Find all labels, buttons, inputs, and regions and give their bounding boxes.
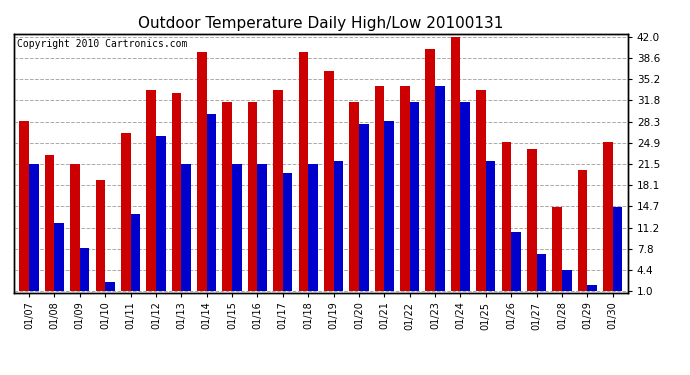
- Bar: [476, 90, 486, 291]
- Bar: [181, 164, 191, 291]
- Bar: [349, 102, 359, 291]
- Bar: [146, 90, 156, 291]
- Title: Outdoor Temperature Daily High/Low 20100131: Outdoor Temperature Daily High/Low 20100…: [138, 16, 504, 31]
- Bar: [426, 49, 435, 291]
- Bar: [105, 282, 115, 291]
- Bar: [55, 223, 64, 291]
- Bar: [324, 71, 333, 291]
- Text: Copyright 2010 Cartronics.com: Copyright 2010 Cartronics.com: [17, 39, 187, 49]
- Bar: [232, 164, 241, 291]
- Bar: [384, 121, 394, 291]
- Bar: [45, 155, 55, 291]
- Bar: [156, 136, 166, 291]
- Bar: [562, 270, 571, 291]
- Bar: [451, 37, 460, 291]
- Bar: [333, 161, 343, 291]
- Bar: [80, 248, 90, 291]
- Bar: [400, 87, 410, 291]
- Bar: [207, 114, 216, 291]
- Bar: [502, 142, 511, 291]
- Bar: [613, 207, 622, 291]
- Bar: [410, 102, 420, 291]
- Bar: [283, 173, 293, 291]
- Bar: [222, 102, 232, 291]
- Bar: [552, 207, 562, 291]
- Bar: [435, 87, 444, 291]
- Bar: [308, 164, 318, 291]
- Bar: [70, 164, 80, 291]
- Bar: [121, 133, 130, 291]
- Bar: [95, 180, 105, 291]
- Bar: [172, 93, 181, 291]
- Bar: [130, 214, 140, 291]
- Bar: [587, 285, 597, 291]
- Bar: [19, 121, 29, 291]
- Bar: [273, 90, 283, 291]
- Bar: [578, 170, 587, 291]
- Bar: [460, 102, 470, 291]
- Bar: [359, 124, 368, 291]
- Bar: [537, 254, 546, 291]
- Bar: [375, 87, 384, 291]
- Bar: [603, 142, 613, 291]
- Bar: [29, 164, 39, 291]
- Bar: [197, 53, 207, 291]
- Bar: [299, 53, 308, 291]
- Bar: [248, 102, 257, 291]
- Bar: [257, 164, 267, 291]
- Bar: [527, 148, 537, 291]
- Bar: [486, 161, 495, 291]
- Bar: [511, 232, 521, 291]
